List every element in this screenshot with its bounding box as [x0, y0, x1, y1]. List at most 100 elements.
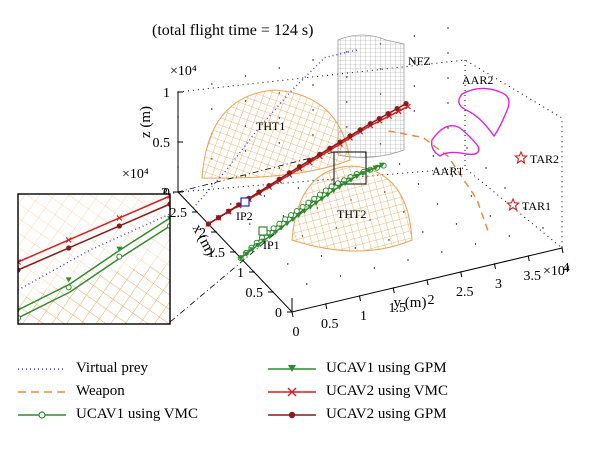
label-tar1: TAR1	[522, 199, 551, 213]
series-point-3	[313, 200, 320, 206]
legend-label: Virtual prey	[76, 360, 148, 376]
series-point-3	[260, 238, 267, 244]
grid-dot	[282, 215, 285, 217]
series-point-2	[293, 208, 300, 214]
legend-swatch-ucav2-vmc	[268, 387, 316, 396]
grid-dot	[413, 110, 415, 112]
series-point-2	[317, 191, 323, 198]
label-aar1: AAR1	[432, 164, 463, 178]
y-tick-label: 1	[360, 309, 367, 324]
series-point-2	[305, 199, 312, 206]
y-tick-label: 2.5	[456, 285, 474, 300]
legend-label: Weapon	[76, 383, 125, 399]
series-point-2	[282, 216, 289, 223]
series-point-5	[296, 164, 303, 170]
legend-swatch-ucav2-gpm	[268, 411, 316, 418]
grid-dot	[244, 75, 247, 77]
z-tick-label: 0.5	[153, 136, 171, 151]
series-point-2	[288, 212, 294, 219]
inset-leader-lines	[169, 151, 335, 323]
obstacle-tht2	[291, 165, 413, 252]
series-point-5	[116, 223, 122, 229]
series-point-3	[237, 256, 244, 261]
grid-dot	[447, 102, 449, 104]
series-point-3	[324, 192, 331, 198]
grid-dot	[432, 155, 434, 157]
series-point-3	[255, 242, 262, 248]
grid-dot	[474, 243, 477, 245]
legend-swatch-weapon	[18, 390, 66, 393]
series-point-3	[289, 217, 296, 223]
legend-item-ucav1-vmc: UCAV1 using VMC	[18, 406, 198, 423]
grid-dot	[339, 275, 342, 277]
grid-dot	[542, 227, 544, 229]
series-point-3	[243, 251, 250, 257]
series-point-2	[322, 187, 329, 194]
series-point-3	[359, 171, 366, 177]
inset-line-0	[18, 213, 170, 291]
ip2-marker	[240, 197, 250, 207]
y-tick-label: 0	[293, 325, 300, 340]
series-point-3	[284, 221, 291, 227]
grid-dot	[441, 251, 443, 253]
y-scale-label: ×10⁴	[543, 264, 570, 279]
series-point-3	[378, 162, 385, 168]
legend-label: UCAV1 using VMC	[76, 406, 198, 422]
z-axis-label: z (m)	[138, 106, 154, 138]
y-tick-label: 0.5	[321, 317, 339, 332]
series-point-3	[336, 184, 343, 190]
x-tick-label: 0.5	[246, 286, 264, 301]
legend-label: UCAV1 using GPM	[326, 360, 447, 376]
label-aar2: AAR2	[462, 73, 493, 87]
legend-swatch-virtual-prey	[18, 367, 66, 370]
grid-dot	[278, 67, 280, 69]
series-point-5	[215, 215, 222, 221]
grid-dot	[413, 60, 415, 62]
grid-dot	[177, 166, 179, 168]
label-tar2: TAR2	[530, 152, 559, 166]
obstacle-nfz	[337, 34, 405, 158]
series-point-2	[299, 203, 306, 210]
series-point-5	[205, 221, 211, 227]
series-point-3	[318, 196, 325, 202]
grid-dot	[485, 167, 487, 169]
series-point-5	[286, 170, 292, 176]
series-point-5	[327, 145, 333, 151]
series-point-5	[256, 189, 262, 195]
y-tick-label: 4	[563, 261, 570, 276]
grid-dot	[287, 263, 289, 265]
label-tht2: THT2	[337, 207, 366, 221]
grid-dot	[504, 187, 506, 189]
target-markers	[505, 150, 529, 212]
zoom-inset	[17, 193, 171, 325]
series-point-3	[65, 277, 72, 283]
y-tick	[494, 263, 496, 270]
grid-dot	[523, 207, 525, 209]
region-aar2	[458, 87, 510, 138]
series-point-5	[385, 111, 391, 117]
y-tick	[527, 255, 530, 262]
legend-item-ucav2-vmc: UCAV2 using VMC	[268, 383, 448, 400]
series-point-5	[66, 245, 72, 251]
series-point-3	[295, 213, 302, 218]
legend-item-weapon: Weapon	[18, 383, 125, 400]
series-point-3	[342, 181, 349, 187]
grid-dot	[417, 183, 420, 185]
x-tick-label: 2	[199, 226, 206, 241]
grid-dot	[249, 223, 251, 225]
series-point-5	[347, 133, 353, 139]
series-point-5	[307, 157, 313, 164]
inset-line-4	[18, 195, 170, 263]
legend: Virtual prey Weapon UCAV1 using VMC UCAV…	[0, 360, 600, 452]
legend-item-ucav2-gpm: UCAV2 using GPM	[268, 406, 447, 423]
grid-dot	[470, 195, 472, 197]
series-point-3	[301, 208, 308, 214]
z-tick-label: 1	[163, 86, 170, 101]
grid-dot	[312, 59, 314, 61]
series-point-3	[278, 225, 285, 231]
grid-dot	[413, 85, 415, 87]
y-tick-label: 2	[428, 293, 435, 308]
z-scale-label: ×10⁴	[170, 64, 197, 79]
series-point-3	[366, 168, 373, 174]
